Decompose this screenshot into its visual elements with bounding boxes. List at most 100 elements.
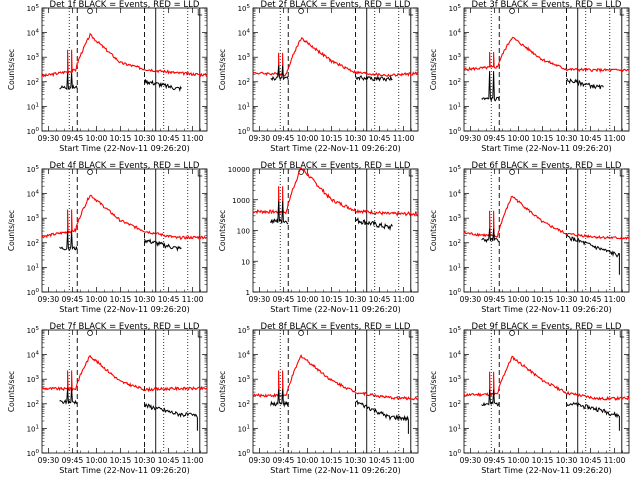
top-marker-circle [509,330,515,336]
x-tick-label: 10:30 [345,295,367,304]
chart-panel-7: Det 7f BLACK = Events, RED = LLD 100 101 10… [7,322,208,475]
y-tick-label: 104 [238,351,251,360]
x-tick-label: 10:15 [532,295,554,304]
x-axis-label: Start Time (22-Nov-11 09:26:20) [481,466,611,475]
x-tick-label: 11:00 [604,134,626,143]
y-tick-label: 102 [27,400,39,409]
y-tick-label: 103 [449,375,462,384]
x-tick-label: 11:00 [393,134,415,143]
events-series-line [59,72,78,91]
x-tick-label: 09:45 [273,456,295,465]
top-marker-circle [87,169,93,175]
x-tick-label: 10:30 [345,134,367,143]
plot-frame [252,329,419,454]
chart-title: Det 1f BLACK = Events, RED = LLD [50,0,200,10]
x-axis-label: Start Time (22-Nov-11 09:26:20) [481,305,611,314]
x-tick-label: 10:00 [86,134,108,143]
x-tick-label: 09:30 [38,134,60,143]
x-tick-label: 09:45 [484,295,506,304]
x-tick-label: 09:30 [460,295,482,304]
y-tick-label: 104 [27,190,40,199]
plot-frame [463,329,630,454]
x-axis-label: Start Time (22-Nov-11 09:26:20) [270,305,400,314]
chart-panel-4: Det 4f BLACK = Events, RED = LLD 100 101 10… [7,161,208,314]
y-tick-label: 103 [449,214,462,223]
x-tick-label: 09:30 [38,456,60,465]
x-tick-label: 10:00 [297,295,319,304]
y-tick-label: 101 [449,263,461,272]
plot-frame [252,168,419,293]
x-tick-label: 10:45 [580,295,602,304]
y-tick-label: 102 [27,239,39,248]
x-tick-label: 09:30 [460,134,482,143]
chart-title: Det 7f BLACK = Events, RED = LLD [50,322,200,332]
top-marker-circle [298,169,304,175]
x-tick-label: 09:45 [484,134,506,143]
y-tick-label: 104 [449,351,462,360]
x-tick-label: 09:30 [249,456,271,465]
y-tick-label: 100 [27,288,40,297]
top-marker-circle [509,8,515,14]
x-tick-label: 10:00 [86,295,108,304]
y-tick-label: 10000 [228,166,250,174]
x-axis-label: Start Time (22-Nov-11 09:26:20) [59,305,189,314]
chart-panel-3: Det 3f BLACK = Events, RED = LLD 100 101 10… [429,0,630,153]
chart-panel-5: Det 5f BLACK = Events, RED = LLD 1 10 100 10… [218,161,419,314]
chart-title: Det 3f BLACK = Events, RED = LLD [472,0,622,10]
x-tick-label: 09:45 [62,134,84,143]
events-series-line [59,231,78,252]
lld-series-line [41,194,208,240]
y-tick-label: 102 [238,78,250,87]
x-axis-label: Start Time (22-Nov-11 09:26:20) [270,144,400,153]
y-tick-label: 104 [449,29,462,38]
y-tick-label: 104 [449,190,462,199]
y-tick-label: 105 [27,326,40,335]
y-tick-label: 102 [449,78,461,87]
x-tick-label: 10:30 [134,295,156,304]
y-tick-label: 102 [27,78,39,87]
y-tick-label: 1000 [232,197,250,205]
x-tick-label: 09:30 [460,456,482,465]
chart-panel-6: Det 6f BLACK = Events, RED = LLD 100 101 10… [429,161,630,314]
x-tick-label: 11:00 [182,456,204,465]
events-series-line [481,228,500,244]
events-series-line [144,79,182,93]
x-tick-label: 11:00 [393,295,415,304]
lld-series-line [463,195,630,241]
x-tick-label: 10:00 [508,134,530,143]
y-tick-label: 102 [449,239,461,248]
x-tick-label: 10:30 [556,456,578,465]
y-tick-label: 100 [27,449,40,458]
y-tick-label: 101 [27,424,39,433]
events-series-line [355,399,409,434]
chart-title: Det 8f BLACK = Events, RED = LLD [261,322,411,332]
x-tick-label: 09:45 [62,456,84,465]
y-axis-label: Counts/sec [429,371,438,412]
chart-panel-1: Det 1f BLACK = Events, RED = LLD 100 101 10… [7,0,208,153]
x-tick-label: 11:00 [182,134,204,143]
x-tick-label: 10:30 [556,295,578,304]
y-tick-label: 103 [27,214,40,223]
top-marker-bracket [197,331,203,338]
events-series-line [144,238,182,252]
y-axis-label: Counts/sec [218,49,227,90]
y-tick-label: 103 [449,53,462,62]
events-series-line [566,77,604,90]
top-marker-bracket [619,331,625,338]
y-tick-label: 103 [27,375,40,384]
y-tick-label: 105 [27,4,40,13]
chart-panel-8: Det 8f BLACK = Events, RED = LLD 100 101 10… [218,322,419,475]
x-tick-label: 11:00 [393,456,415,465]
y-tick-label: 10 [241,258,250,266]
top-marker-bracket [619,170,625,177]
x-tick-label: 10:45 [369,456,391,465]
plot-frame [41,168,208,293]
lld-series-line [463,355,630,401]
x-tick-label: 10:00 [86,456,108,465]
x-tick-label: 10:15 [110,295,132,304]
y-tick-label: 100 [449,127,462,136]
x-tick-label: 11:00 [182,295,204,304]
events-series-line [355,216,393,231]
x-tick-label: 09:45 [273,134,295,143]
x-tick-label: 11:00 [604,456,626,465]
